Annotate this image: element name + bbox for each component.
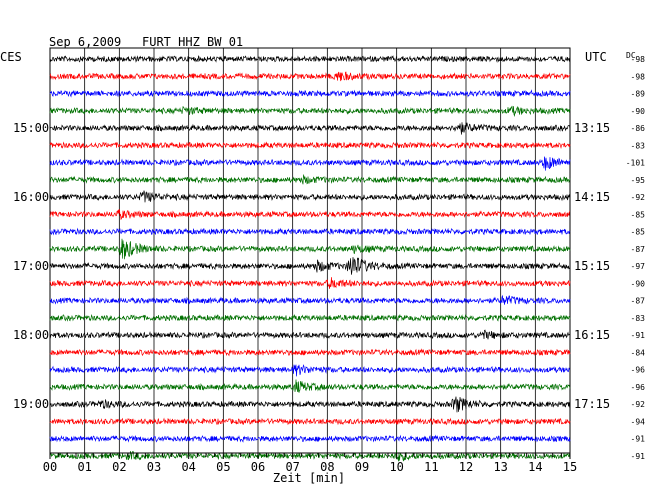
dc-offset-label: -89	[631, 90, 646, 99]
trace-row-11	[49, 238, 571, 260]
dc-offset-label: -96	[631, 383, 646, 392]
dc-offset-label: -86	[631, 124, 646, 133]
dc-offset-label: -98	[631, 72, 646, 81]
dc-offset-label: -101	[626, 159, 645, 168]
dc-offset-label: -91	[631, 331, 646, 340]
trace-row-17	[49, 348, 571, 357]
dc-offset-label: -90	[631, 279, 646, 288]
trace-row-0	[49, 55, 571, 63]
dc-offset-label: -94	[631, 417, 646, 426]
dc-offset-label: -95	[631, 176, 646, 185]
date-label: Sep 6,2009	[49, 35, 121, 49]
trace-row-12	[49, 257, 571, 275]
dc-offset-label: -91	[631, 435, 646, 444]
dc-header-label: DC	[626, 51, 636, 60]
right-time-label: 16:15	[574, 328, 610, 342]
dc-offset-label: -97	[631, 262, 646, 271]
x-tick-label: 07	[285, 460, 299, 474]
x-tick-label: 01	[77, 460, 91, 474]
trace-row-9	[49, 209, 571, 221]
dc-offset-label: -92	[631, 400, 646, 409]
left-time-label: 17:00	[13, 259, 49, 273]
x-tick-label: 09	[355, 460, 369, 474]
right-time-label: 14:15	[574, 190, 610, 204]
trace-row-20	[49, 396, 571, 413]
x-tick-label: 14	[528, 460, 542, 474]
x-axis: 00 01 02 03 04 05 06 07 08 09 10 11 12 13 14 15	[43, 452, 577, 474]
trace-row-6	[49, 156, 571, 171]
trace-row-21	[49, 417, 571, 426]
dc-offset-label: -87	[631, 245, 646, 254]
x-tick-label: 08	[320, 460, 334, 474]
right-time-label: 15:15	[574, 259, 610, 273]
left-time-label: 15:00	[13, 121, 49, 135]
trace-row-22	[49, 434, 571, 443]
trace-row-13	[49, 277, 571, 289]
x-tick-label: 10	[389, 460, 403, 474]
trace-row-7	[49, 173, 571, 185]
dc-offset-label: -83	[631, 314, 646, 323]
trace-row-10	[49, 227, 571, 236]
dc-offset-label: -87	[631, 297, 646, 306]
left-time-label: 16:00	[13, 190, 49, 204]
trace-row-5	[49, 141, 571, 149]
left-timezone-label: CES	[0, 50, 22, 64]
right-time-label: 13:15	[574, 121, 610, 135]
right-timezone-label: UTC	[585, 50, 607, 64]
dc-offset-label: -90	[631, 107, 646, 116]
x-tick-label: 00	[43, 460, 57, 474]
x-tick-label: 06	[251, 460, 265, 474]
dc-offset-label: -83	[631, 141, 646, 150]
x-axis-label: Zeit [min]	[273, 471, 345, 485]
trace-row-2	[49, 89, 571, 98]
trace-row-3	[49, 105, 571, 117]
trace-row-1	[49, 71, 571, 82]
trace-lines	[49, 55, 571, 462]
x-tick-label: 03	[147, 460, 161, 474]
left-time-label: 18:00	[13, 328, 49, 342]
trace-row-15	[49, 313, 571, 322]
trace-row-14	[49, 294, 571, 305]
dc-offset-label: -98	[631, 55, 646, 64]
station-label: FURT HHZ BW 01	[142, 35, 243, 49]
trace-row-18	[49, 364, 571, 377]
trace-row-8	[49, 190, 571, 203]
x-tick-label: 12	[459, 460, 473, 474]
x-tick-label: 11	[424, 460, 438, 474]
dc-offset-label: -85	[631, 228, 646, 237]
trace-row-19	[49, 379, 571, 393]
trace-row-4	[49, 122, 571, 135]
dc-offset-label: -85	[631, 210, 646, 219]
x-tick-label: 15	[563, 460, 577, 474]
x-tick-label: 04	[181, 460, 195, 474]
x-tick-label: 13	[493, 460, 507, 474]
left-time-label: 19:00	[13, 397, 49, 411]
x-tick-label: 02	[112, 460, 126, 474]
dc-offset-labels: -98 -98 -89 -90 -86 -83 -101 -95 -92 -85 -85 -87 -97…	[626, 55, 645, 461]
x-tick-label: 05	[216, 460, 230, 474]
time-labels: 15:00 16:00 17:00 18:00 19:00 13:15 14:15 15:15…	[13, 121, 610, 411]
trace-row-16	[49, 329, 571, 340]
dc-offset-label: -84	[631, 348, 646, 357]
dc-offset-label: -91	[631, 452, 646, 461]
dc-offset-label: -92	[631, 193, 646, 202]
right-time-label: 17:15	[574, 397, 610, 411]
dc-offset-label: -96	[631, 366, 646, 375]
